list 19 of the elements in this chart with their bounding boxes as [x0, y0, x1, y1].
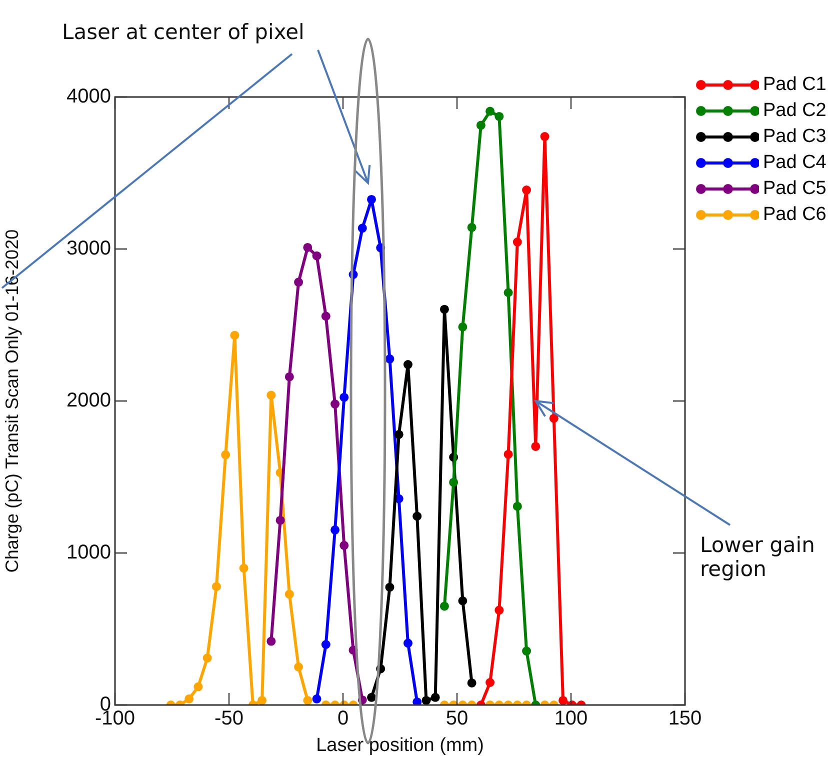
x-axis-title: Laser position (mm)	[316, 734, 484, 756]
y-tick-label: 2000	[66, 390, 111, 412]
y-tick-label: 4000	[66, 86, 111, 108]
legend-label: Pad C1	[763, 74, 826, 96]
legend-label: Pad C4	[763, 152, 826, 174]
x-tick-label: 100	[554, 708, 588, 730]
legend-label: Pad C2	[763, 100, 826, 122]
x-tick-label: 50	[446, 708, 468, 730]
y-tick-label: 1000	[66, 542, 111, 564]
legend-label: Pad C5	[763, 178, 826, 200]
text: Laser at center of pixel	[62, 20, 306, 44]
annotation: Lower gain region	[700, 533, 816, 581]
y-tick-label: 3000	[66, 238, 111, 260]
legend-label: Pad C3	[763, 126, 826, 148]
x-tick-label: 150	[668, 708, 702, 730]
x-tick-label: 0	[337, 708, 349, 730]
y-axis-title: Charge (pC) Transit Scan Only 01-16-2020	[2, 229, 22, 573]
legend-label: Pad C6	[763, 204, 826, 226]
x-tick-label: -50	[214, 708, 244, 730]
